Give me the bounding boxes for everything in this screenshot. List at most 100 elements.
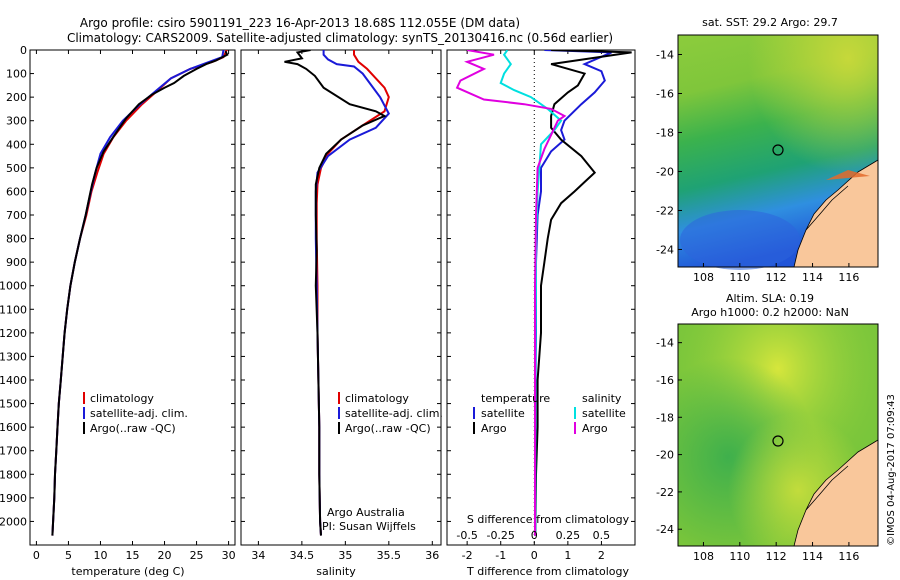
y-tick-label: 700 xyxy=(6,209,27,222)
y-tick-label: 1100 xyxy=(0,303,27,316)
x-tick-label: 34.5 xyxy=(290,549,315,562)
legend-label-climatology: climatology xyxy=(90,392,154,405)
temperature-lines xyxy=(51,50,229,536)
map-x-tick-label: 110 xyxy=(729,550,750,563)
sla-coast-contour xyxy=(805,465,849,511)
s-tick-label: -0.5 xyxy=(456,529,477,542)
y-tick-label: 900 xyxy=(6,256,27,269)
x-tick-label: 30 xyxy=(222,549,236,562)
series-line-argo-raw-qc- xyxy=(284,50,387,536)
difference-y-ticks xyxy=(447,49,635,522)
sst-map-ticks: 108 110 112 114 116 -14 -16 -18 -20 -22 -24 xyxy=(656,48,859,284)
legend-label-satellite: satellite-adj. clim. xyxy=(90,407,188,420)
y-tick-label: 300 xyxy=(6,115,27,128)
s-tick-label: 0.5 xyxy=(593,529,611,542)
legend-label-argo: Argo(..raw -QC) xyxy=(345,422,431,435)
y-tick-label: 1400 xyxy=(0,374,27,387)
salinity-difference-ticks: -0.5 -0.25 0 0.25 0.5 xyxy=(456,529,610,542)
legend-label-temperature-satellite: satellite xyxy=(481,407,525,420)
legend-label-climatology: climatology xyxy=(345,392,409,405)
sst-map: sat. SST: 29.2 Argo: 29.7 108 110 112 114 11… xyxy=(656,16,879,284)
temperature-panel: 0100200300400500600700800900100011001200… xyxy=(0,44,236,578)
salinity-lines xyxy=(284,50,391,536)
difference-panel: -2 -1 0 1 2 T difference from climatology S … xyxy=(446,49,636,578)
map-y-tick-label: -18 xyxy=(656,411,674,424)
x-tick-label: 15 xyxy=(126,549,140,562)
x-tick-label: 0 xyxy=(531,549,538,562)
y-tick-label: 1500 xyxy=(0,398,27,411)
salinity-x-ticks: 34 34.5 35 35.5 36 xyxy=(251,50,439,562)
sla-map-title-line1: Altim. SLA: 0.19 xyxy=(726,292,814,305)
y-tick-label: 400 xyxy=(6,138,27,151)
y-tick-label: 1300 xyxy=(0,350,27,363)
map-x-tick-label: 110 xyxy=(729,271,750,284)
s-tick-label: -0.25 xyxy=(486,529,514,542)
map-x-tick-label: 108 xyxy=(693,271,714,284)
sst-argo-location-marker xyxy=(772,144,784,156)
x-tick-label: -2 xyxy=(462,549,473,562)
y-tick-label: 1800 xyxy=(0,468,27,481)
map-y-tick-label: -22 xyxy=(656,486,674,499)
difference-xlabel: T difference from climatology xyxy=(466,565,629,578)
sla-map: Altim. SLA: 0.19 Argo h1000: 0.2 h2000: … xyxy=(656,292,879,563)
map-y-tick-label: -16 xyxy=(656,87,674,100)
legend-temperature-title: temperature xyxy=(481,392,550,405)
difference-xlabel-top: S difference from climatology xyxy=(467,513,630,526)
x-tick-label: 36 xyxy=(425,549,439,562)
annotation-argo-australia: Argo Australia xyxy=(327,506,405,519)
legend-salinity-title: salinity xyxy=(582,392,622,405)
legend-label-satellite: satellite-adj. clim. xyxy=(345,407,443,420)
x-tick-label: 35 xyxy=(338,549,352,562)
salinity-y-ticks xyxy=(241,49,441,522)
x-tick-label: 2 xyxy=(598,549,605,562)
sla-map-title-line2: Argo h1000: 0.2 h2000: NaN xyxy=(691,306,849,319)
title-line2: Climatology: CARS2009. Satellite-adjuste… xyxy=(67,31,613,45)
x-tick-label: 20 xyxy=(158,549,172,562)
map-y-tick-label: -24 xyxy=(656,243,674,256)
sst-map-title: sat. SST: 29.2 Argo: 29.7 xyxy=(702,16,838,29)
y-tick-label: 600 xyxy=(6,185,27,198)
map-x-tick-label: 108 xyxy=(693,550,714,563)
series-line-argo-raw-qc- xyxy=(51,50,229,536)
y-tick-label: 800 xyxy=(6,233,27,246)
x-tick-label: -1 xyxy=(495,549,506,562)
x-tick-label: 1 xyxy=(564,549,571,562)
series-line-temperature-argo xyxy=(534,50,632,536)
map-x-tick-label: 114 xyxy=(802,271,823,284)
x-tick-label: 25 xyxy=(190,549,204,562)
temperature-xlabel: temperature (deg C) xyxy=(71,565,184,578)
s-tick-label: 0 xyxy=(531,529,538,542)
y-tick-label: 1200 xyxy=(0,327,27,340)
map-y-tick-label: -14 xyxy=(656,337,674,350)
x-tick-label: 0 xyxy=(33,549,40,562)
salinity-legend: climatology satellite-adj. clim. Argo(..… xyxy=(338,392,443,435)
series-line-salinity-argo xyxy=(455,50,567,536)
annotation-pi: PI: Susan Wijffels xyxy=(322,520,416,533)
s-tick-label: 0.25 xyxy=(556,529,581,542)
legend-label-temperature-argo: Argo xyxy=(481,422,507,435)
sst-map-frame xyxy=(677,34,879,268)
y-tick-label: 0 xyxy=(20,44,27,57)
map-x-tick-label: 114 xyxy=(802,550,823,563)
difference-legend-temperature: temperature satellite Argo xyxy=(473,392,550,435)
map-x-tick-label: 116 xyxy=(838,550,859,563)
x-tick-label: 10 xyxy=(93,549,107,562)
y-tick-label: 500 xyxy=(6,162,27,175)
map-x-tick-label: 116 xyxy=(838,271,859,284)
salinity-panel: 34 34.5 35 35.5 36 salinity climatology sate… xyxy=(240,49,443,578)
salinity-xlabel: salinity xyxy=(316,565,356,578)
map-y-tick-label: -16 xyxy=(656,374,674,387)
title-line1: Argo profile: csiro 5901191_223 16-Apr-2… xyxy=(80,16,520,30)
temperature-x-ticks: 0 5 10 15 20 25 30 xyxy=(33,50,236,562)
sst-cool-patch xyxy=(680,210,800,270)
y-tick-label: 2000 xyxy=(0,515,27,528)
x-tick-label: 34 xyxy=(251,549,265,562)
map-y-tick-label: -20 xyxy=(656,449,674,462)
y-tick-label: 1000 xyxy=(0,280,27,293)
x-tick-label: 5 xyxy=(65,549,72,562)
temperature-axes-box xyxy=(29,49,236,546)
sst-coast-contour xyxy=(805,185,849,231)
map-x-tick-label: 112 xyxy=(766,271,787,284)
legend-label-salinity-satellite: satellite xyxy=(582,407,626,420)
sla-map-ticks: 108 110 112 114 116 -14 -16 -18 -20 -22 -24 xyxy=(656,337,859,563)
